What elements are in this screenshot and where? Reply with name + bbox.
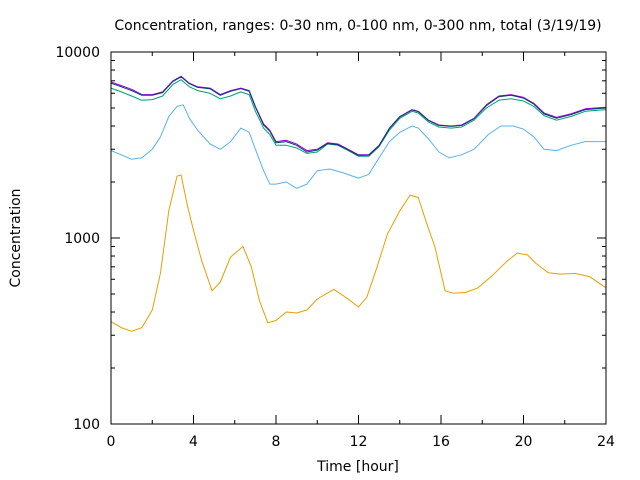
x-tick-label: 20 [515,434,533,450]
plot-frame [110,51,607,425]
series-line-3 [110,75,607,156]
series-line-1 [110,104,606,189]
y-tick-label: 100 [73,417,100,433]
x-axis-label: Time [hour] [316,459,399,475]
x-tick-label: 12 [350,434,368,450]
x-tick-label: 24 [597,434,615,450]
y-tick-label: 10000 [55,45,100,61]
tick-marks [110,51,607,425]
series-lines [110,75,607,332]
x-tick-label: 16 [432,434,450,450]
series-line-2 [110,79,607,157]
chart-title: Concentration, ranges: 0-30 nm, 0-100 nm… [114,18,601,34]
series-line-4 [110,76,607,156]
x-tick-label: 8 [272,434,281,450]
series-line-0 [110,174,607,332]
tick-labels: 0 4 8 12 16 20 24 100 1000 10000 [55,45,615,450]
y-axis-label: Concentration [8,188,24,287]
y-tick-label: 1000 [64,231,100,247]
x-tick-label: 4 [189,434,198,450]
x-tick-label: 0 [107,434,116,450]
